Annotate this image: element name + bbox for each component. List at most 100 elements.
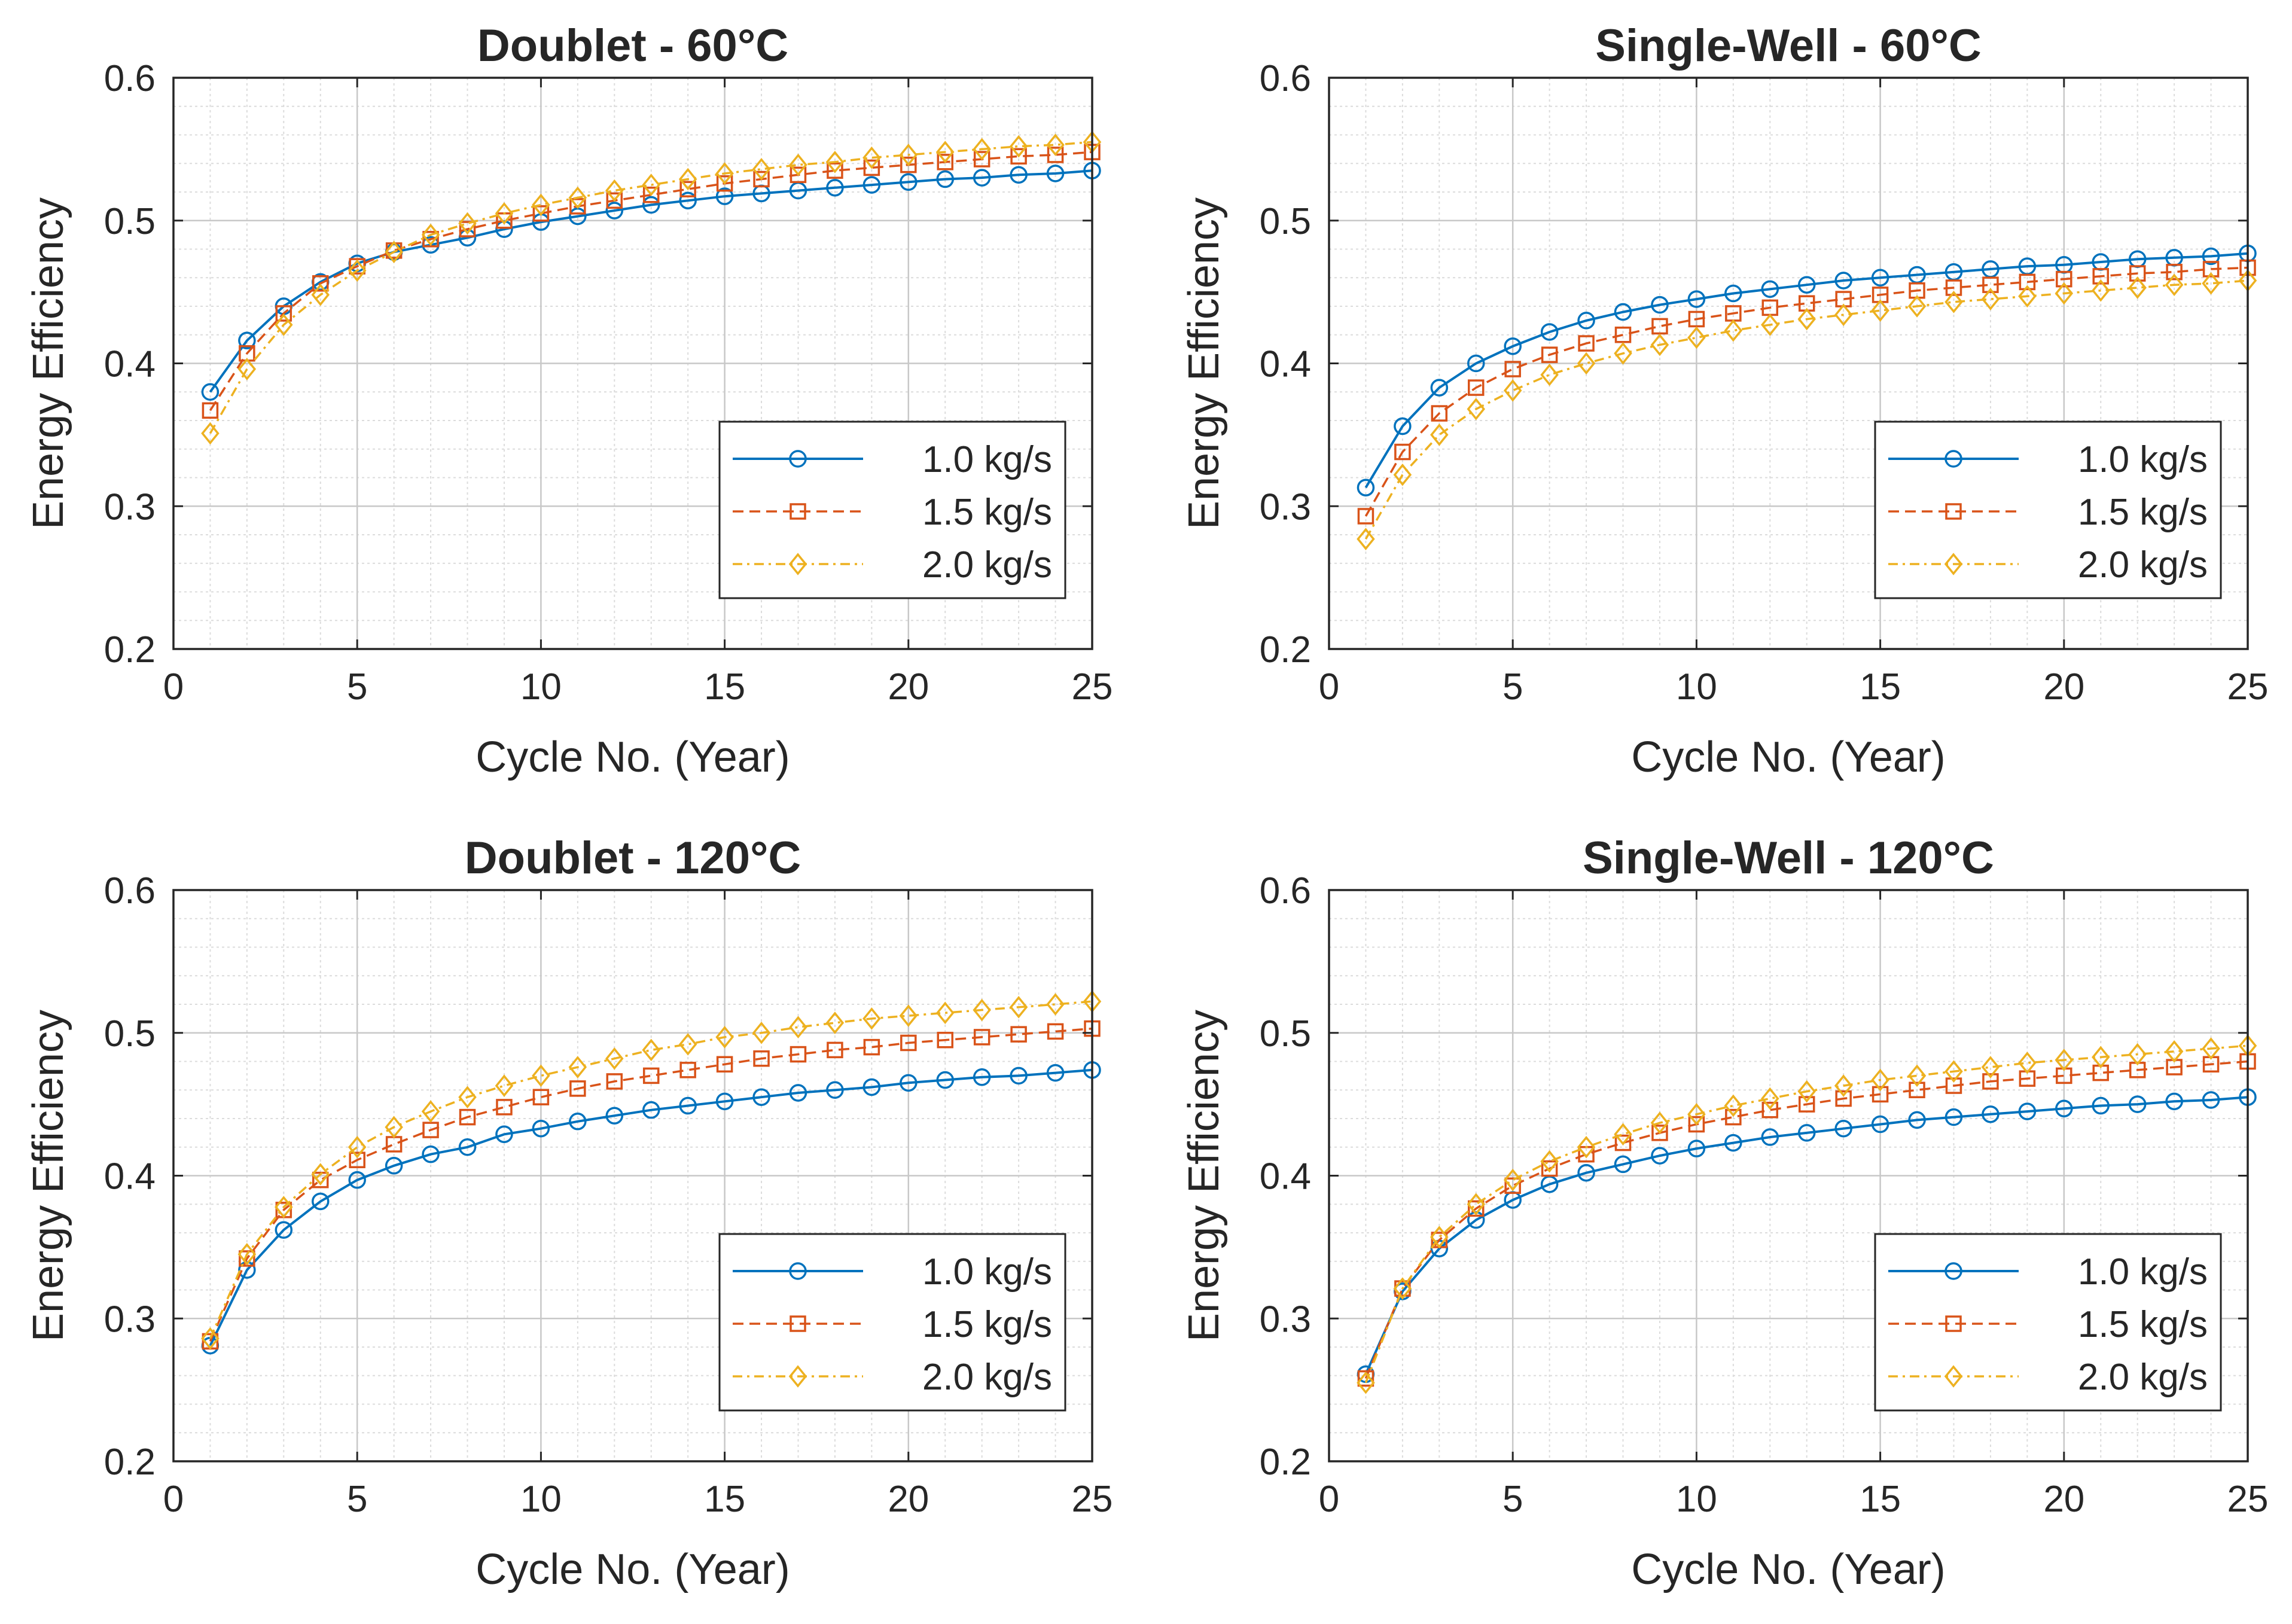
data-point [605, 1047, 624, 1070]
data-point [937, 154, 953, 170]
data-point [1047, 1023, 1064, 1040]
data-point [1467, 1193, 1486, 1216]
data-point [973, 1029, 990, 1046]
data-point [1009, 135, 1028, 158]
data-point [1577, 1163, 1595, 1182]
legend-box [718, 421, 1066, 599]
data-point [715, 1092, 734, 1111]
data-point [1393, 463, 1412, 486]
data-point [1468, 1200, 1485, 1217]
data-point [605, 179, 624, 202]
data-point [752, 1088, 770, 1106]
data-point [312, 275, 329, 292]
data-point [458, 1086, 477, 1108]
series-2-0-kg-s [1357, 269, 2257, 550]
data-point [1651, 1147, 1669, 1165]
data-point [1871, 269, 1889, 287]
data-point [2128, 276, 2147, 299]
x-tick-label: 0 [1319, 1479, 1339, 1520]
series-line [209, 169, 1093, 393]
data-point [715, 162, 734, 185]
legend-marker [1945, 1315, 1962, 1332]
data-point [2018, 1052, 2037, 1074]
data-point [1724, 1134, 1742, 1152]
data-point [1907, 1064, 1927, 1087]
chart-title: Doublet - 120°C [465, 833, 801, 883]
legend-label: 2.0 kg/s [2078, 1357, 2208, 1398]
y-tick-label: 0.6 [104, 58, 156, 99]
x-tick-label: 10 [1676, 1479, 1717, 1520]
x-tick-label: 5 [347, 1479, 367, 1520]
data-point [900, 1034, 917, 1052]
data-point [900, 156, 917, 173]
data-point [2128, 1043, 2147, 1066]
series-1-0-kg-s [1357, 244, 2257, 496]
data-point [275, 1221, 293, 1239]
data-point [1797, 1080, 1816, 1103]
legend-label: 1.5 kg/s [922, 492, 1052, 533]
x-tick-label: 15 [704, 1479, 745, 1520]
legend-label: 1.0 kg/s [2078, 1251, 2208, 1293]
data-point [827, 162, 843, 179]
data-point [238, 331, 256, 350]
data-point [495, 1074, 514, 1097]
x-tick-label: 10 [520, 1479, 562, 1520]
data-point [421, 223, 440, 246]
legend: 1.0 kg/s 1.5 kg/s 2.0 kg/s [718, 421, 1066, 599]
x-axis-label: Cycle No. (Year) [476, 1546, 790, 1593]
x-tick-label: 20 [2043, 666, 2084, 708]
y-tick-label: 0.6 [1260, 870, 1311, 912]
data-point [1577, 312, 1595, 330]
data-point [348, 259, 367, 282]
x-tick-label: 25 [1072, 1479, 1113, 1520]
data-point [900, 1074, 918, 1092]
data-point [2165, 1040, 2184, 1063]
data-point [1688, 1116, 1705, 1133]
x-axis-label: Cycle No. (Year) [1631, 733, 1946, 781]
data-point [1651, 1125, 1668, 1141]
y-tick-label: 0.4 [104, 344, 156, 385]
data-point [495, 1125, 513, 1144]
data-point [1945, 1077, 1962, 1094]
y-tick-label: 0.5 [104, 1013, 156, 1055]
data-point [606, 192, 623, 209]
data-point [1614, 327, 1632, 343]
data-point [973, 998, 991, 1022]
data-point [348, 1135, 367, 1159]
x-tick-label: 5 [347, 666, 367, 708]
x-tick-label: 5 [1502, 1479, 1523, 1520]
chart-title: Doublet - 60°C [477, 20, 788, 71]
data-point [1651, 295, 1669, 314]
data-point [1797, 276, 1816, 294]
x-tick-label: 0 [1319, 666, 1339, 708]
legend-label: 1.5 kg/s [2078, 1304, 2208, 1345]
series-line [209, 1068, 1093, 1346]
data-point [421, 1100, 440, 1123]
x-tick-label: 0 [163, 666, 184, 708]
data-point [2129, 265, 2146, 282]
data-point [1650, 1111, 1669, 1134]
data-point [1650, 333, 1669, 357]
data-point [1614, 1155, 1632, 1174]
legend-label: 2.0 kg/s [922, 1357, 1052, 1398]
data-point [789, 153, 807, 176]
y-tick-label: 0.2 [1260, 1442, 1311, 1483]
data-point [1046, 1064, 1065, 1082]
y-tick-label: 0.3 [1260, 1299, 1311, 1340]
data-point [496, 1099, 513, 1116]
data-point [1540, 323, 1559, 341]
data-point [1871, 1115, 1889, 1134]
data-point [532, 1119, 550, 1138]
data-point [937, 1031, 953, 1049]
legend-marker [788, 553, 807, 575]
y-tick-label: 0.2 [104, 629, 156, 671]
x-tick-label: 20 [2043, 1479, 2084, 1520]
data-point [1688, 310, 1705, 328]
x-tick-label: 25 [2227, 666, 2269, 708]
data-point [311, 284, 330, 306]
data-point [1871, 299, 1889, 322]
data-point [715, 187, 734, 205]
data-point [1761, 280, 1779, 298]
